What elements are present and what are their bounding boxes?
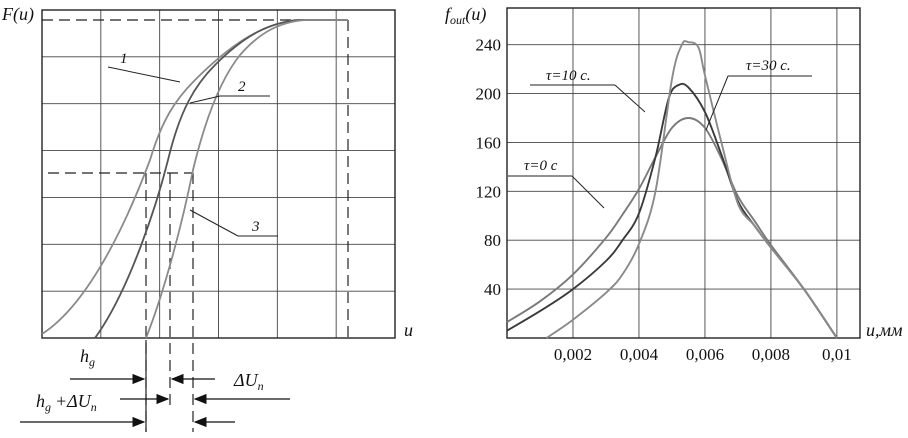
hg-label: hg xyxy=(80,346,95,369)
x-tick-label: 0,01 xyxy=(822,345,852,364)
series-line-2 xyxy=(546,40,838,339)
y-tick-label: 200 xyxy=(476,85,502,104)
pdf-chart: fout(u) u,мм 40 80 120 160 200 240 0,002 0,004… xyxy=(445,4,903,364)
cdf-curve-2 xyxy=(94,19,348,339)
x-tick-label: 0,002 xyxy=(554,345,592,364)
y-tick-label: 40 xyxy=(484,280,501,299)
dU-label: ΔUn xyxy=(233,370,264,393)
series-line-1 xyxy=(506,82,838,339)
x-tick-label: 0,004 xyxy=(620,345,659,364)
right-series xyxy=(506,40,838,339)
cdf-curve-3 xyxy=(145,19,348,339)
left-grid xyxy=(42,10,395,338)
tau0-label: τ=0 с xyxy=(524,158,558,174)
curve-1-leader xyxy=(107,66,181,83)
curve-2-label: 2 xyxy=(238,79,246,95)
right-plot-frame xyxy=(506,7,861,339)
tau10-leader-diag xyxy=(614,84,646,113)
x-tick-label: 0,006 xyxy=(686,345,724,364)
tau30-leader-diag xyxy=(705,75,729,131)
hg-dU-label: hg +ΔUn xyxy=(36,391,97,414)
dU-annotation: ΔUn xyxy=(120,370,290,405)
right-x-ticks: 0,002 0,004 0,006 0,008 0,01 xyxy=(554,345,852,364)
series-line-0 xyxy=(506,117,838,339)
x-tick-label: 0,008 xyxy=(752,345,790,364)
y-tick-label: 160 xyxy=(476,133,502,152)
right-grid xyxy=(507,8,860,338)
y-tick-label: 120 xyxy=(476,182,502,201)
tau0-leader-diag xyxy=(571,175,605,209)
cdf-curve-1 xyxy=(41,19,348,335)
curve-3-leader xyxy=(189,209,239,237)
cdf-chart: F(u) u 1 2 3 hg xyxy=(1,4,413,432)
y-tick-label: 80 xyxy=(484,231,501,250)
left-plot-frame xyxy=(41,9,396,339)
right-x-axis-label: u,мм xyxy=(866,320,903,340)
curve-2-leader xyxy=(189,95,221,104)
tau10-label: τ=10 с. xyxy=(546,68,591,84)
left-x-axis-label: u xyxy=(404,320,413,340)
curve-1-label: 1 xyxy=(120,51,128,67)
right-y-ticks: 40 80 120 160 200 240 xyxy=(476,36,502,299)
y-tick-label: 240 xyxy=(476,36,502,55)
left-y-axis-label: F(u) xyxy=(1,4,34,25)
left-dashed-guides xyxy=(42,19,349,432)
hg-dU-annotation: hg +ΔUn xyxy=(20,391,235,428)
tau30-label: τ=30 с. xyxy=(746,58,791,74)
curve-3-label: 3 xyxy=(251,219,260,235)
hg-annotation: hg xyxy=(70,346,215,385)
right-y-axis-label: fout(u) xyxy=(445,4,486,27)
